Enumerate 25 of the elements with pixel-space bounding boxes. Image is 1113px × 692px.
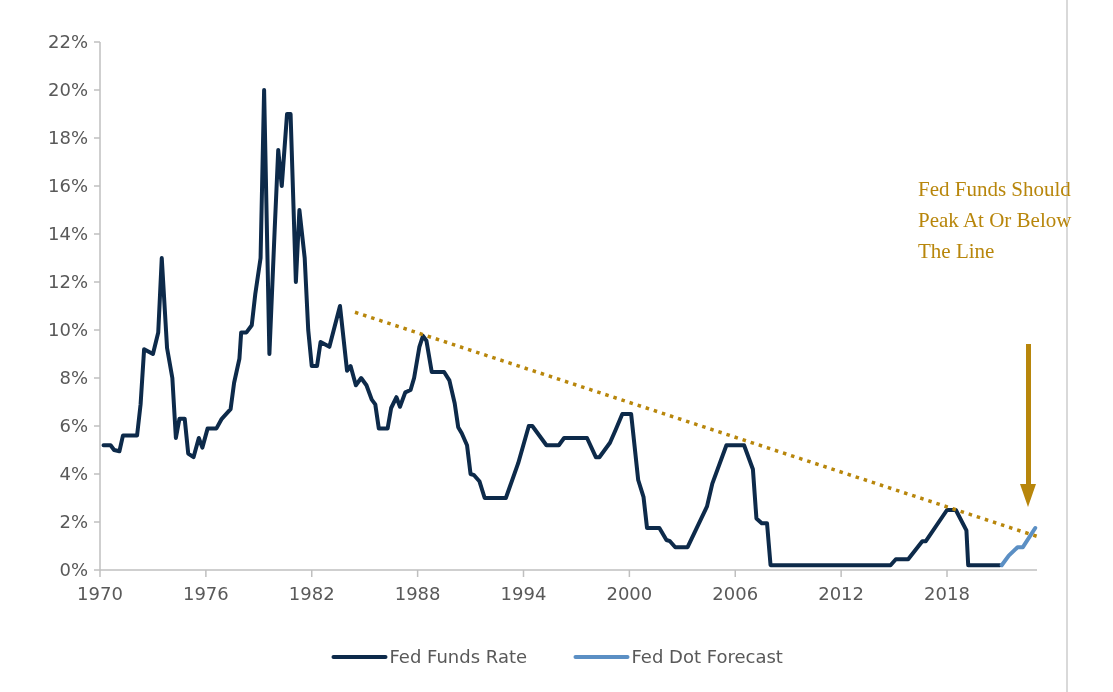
y-tick-label: 22% — [47, 31, 88, 53]
y-tick-label: 10% — [47, 319, 88, 341]
x-tick-label: 2000 — [606, 583, 653, 604]
x-tick-label: 1988 — [394, 583, 441, 604]
legend-label: Fed Funds Rate — [389, 646, 528, 668]
line-series — [999, 526, 1038, 568]
y-tick-label: 18% — [47, 127, 88, 149]
y-tick-label: 2% — [59, 511, 88, 533]
y-tick-label: 16% — [47, 175, 88, 197]
x-tick-label: 2012 — [818, 583, 865, 604]
y-tick-label: 0% — [59, 559, 88, 581]
x-tick-label: 2018 — [924, 583, 970, 604]
y-tick-label: 4% — [59, 463, 88, 485]
legend-label: Fed Dot Forecast — [631, 646, 783, 668]
annotation: Fed Funds Should Peak At Or Below The Line — [918, 177, 1073, 263]
y-tick-label: 6% — [59, 415, 88, 437]
x-tick-label: 2006 — [712, 583, 759, 604]
y-tick-label: 14% — [47, 223, 88, 245]
y-tick-label: 20% — [47, 79, 88, 101]
x-tick-label: 1994 — [500, 583, 547, 604]
x-tick-label: 1976 — [182, 583, 229, 604]
y-tick-label: 12% — [47, 271, 88, 293]
x-tick-label: 1970 — [77, 583, 123, 604]
x-tick-label: 1982 — [288, 583, 335, 604]
y-tick-label: 8% — [59, 367, 88, 389]
